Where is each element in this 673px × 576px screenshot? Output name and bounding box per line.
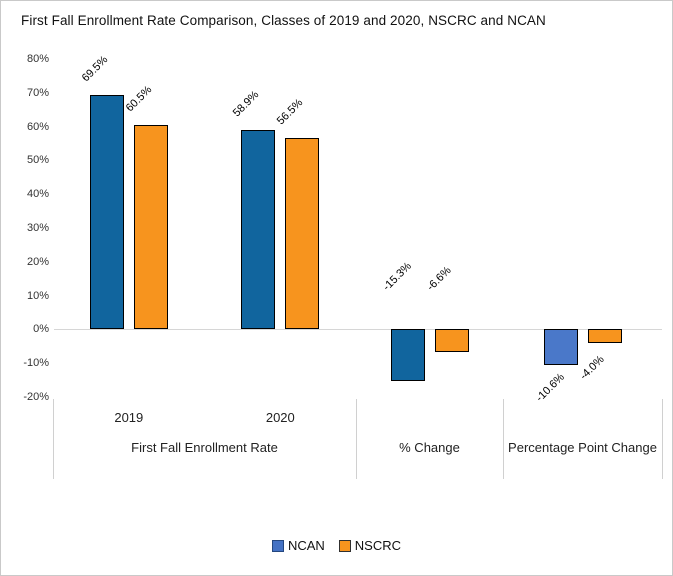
category-divider [662,399,663,479]
y-tick-label: -10% [23,357,49,370]
bar-ncan-2019 [89,94,124,330]
y-tick-label: 20% [26,255,49,268]
bar-value-label: 60.5% [123,83,155,115]
bar-ncan-2 [543,329,578,366]
category-label: Percentage Point Change [508,440,657,455]
y-tick-label: 40% [26,188,49,201]
chart-title: First Fall Enrollment Rate Comparison, C… [21,13,546,28]
category-label: First Fall Enrollment Rate [131,440,278,455]
legend-item-nscrc: NSCRC [338,538,402,553]
y-tick-label: -20% [23,391,49,403]
y-tick-label: 10% [26,289,49,302]
legend-item-ncan: NCAN [271,538,325,553]
category-divider [503,399,504,479]
zero-gridline [54,329,662,330]
subcategory-label: 2020 [265,410,295,425]
bar-value-label: 58.9% [231,89,262,120]
y-tick-label: 50% [26,154,49,167]
bar-value-label: 56.5% [275,97,306,128]
nscrc-legend-swatch [338,539,351,552]
bar-nscrc-2 [587,329,622,343]
bar-ncan-2020 [241,130,276,330]
ncan-legend-label: NCAN [287,538,325,553]
y-tick-label: 30% [26,222,49,234]
category-divider [53,399,54,479]
bar-nscrc-2019 [133,124,168,330]
y-tick-label: 70% [26,86,49,99]
bar-ncan-1 [390,329,425,382]
category-label: % Change [399,440,460,455]
y-tick-label: 60% [26,120,49,133]
bar-nscrc-1 [434,329,469,352]
bar-value-label: 69.5% [79,53,111,84]
y-tick-label: 80% [26,53,49,65]
legend: NCAN NSCRC [1,538,672,553]
category-divider [356,399,357,479]
bar-nscrc-2020 [285,138,320,330]
bar-value-label: -6.6% [424,264,454,294]
y-tick-label: 0% [33,323,49,336]
bar-value-label: -10.6% [533,371,567,405]
subcategory-label: 2019 [114,410,144,425]
ncan-legend-swatch [271,539,284,552]
bar-value-label: -15.3% [380,260,414,294]
nscrc-legend-label: NSCRC [354,538,402,553]
bar-value-label: -4.0% [577,353,607,383]
